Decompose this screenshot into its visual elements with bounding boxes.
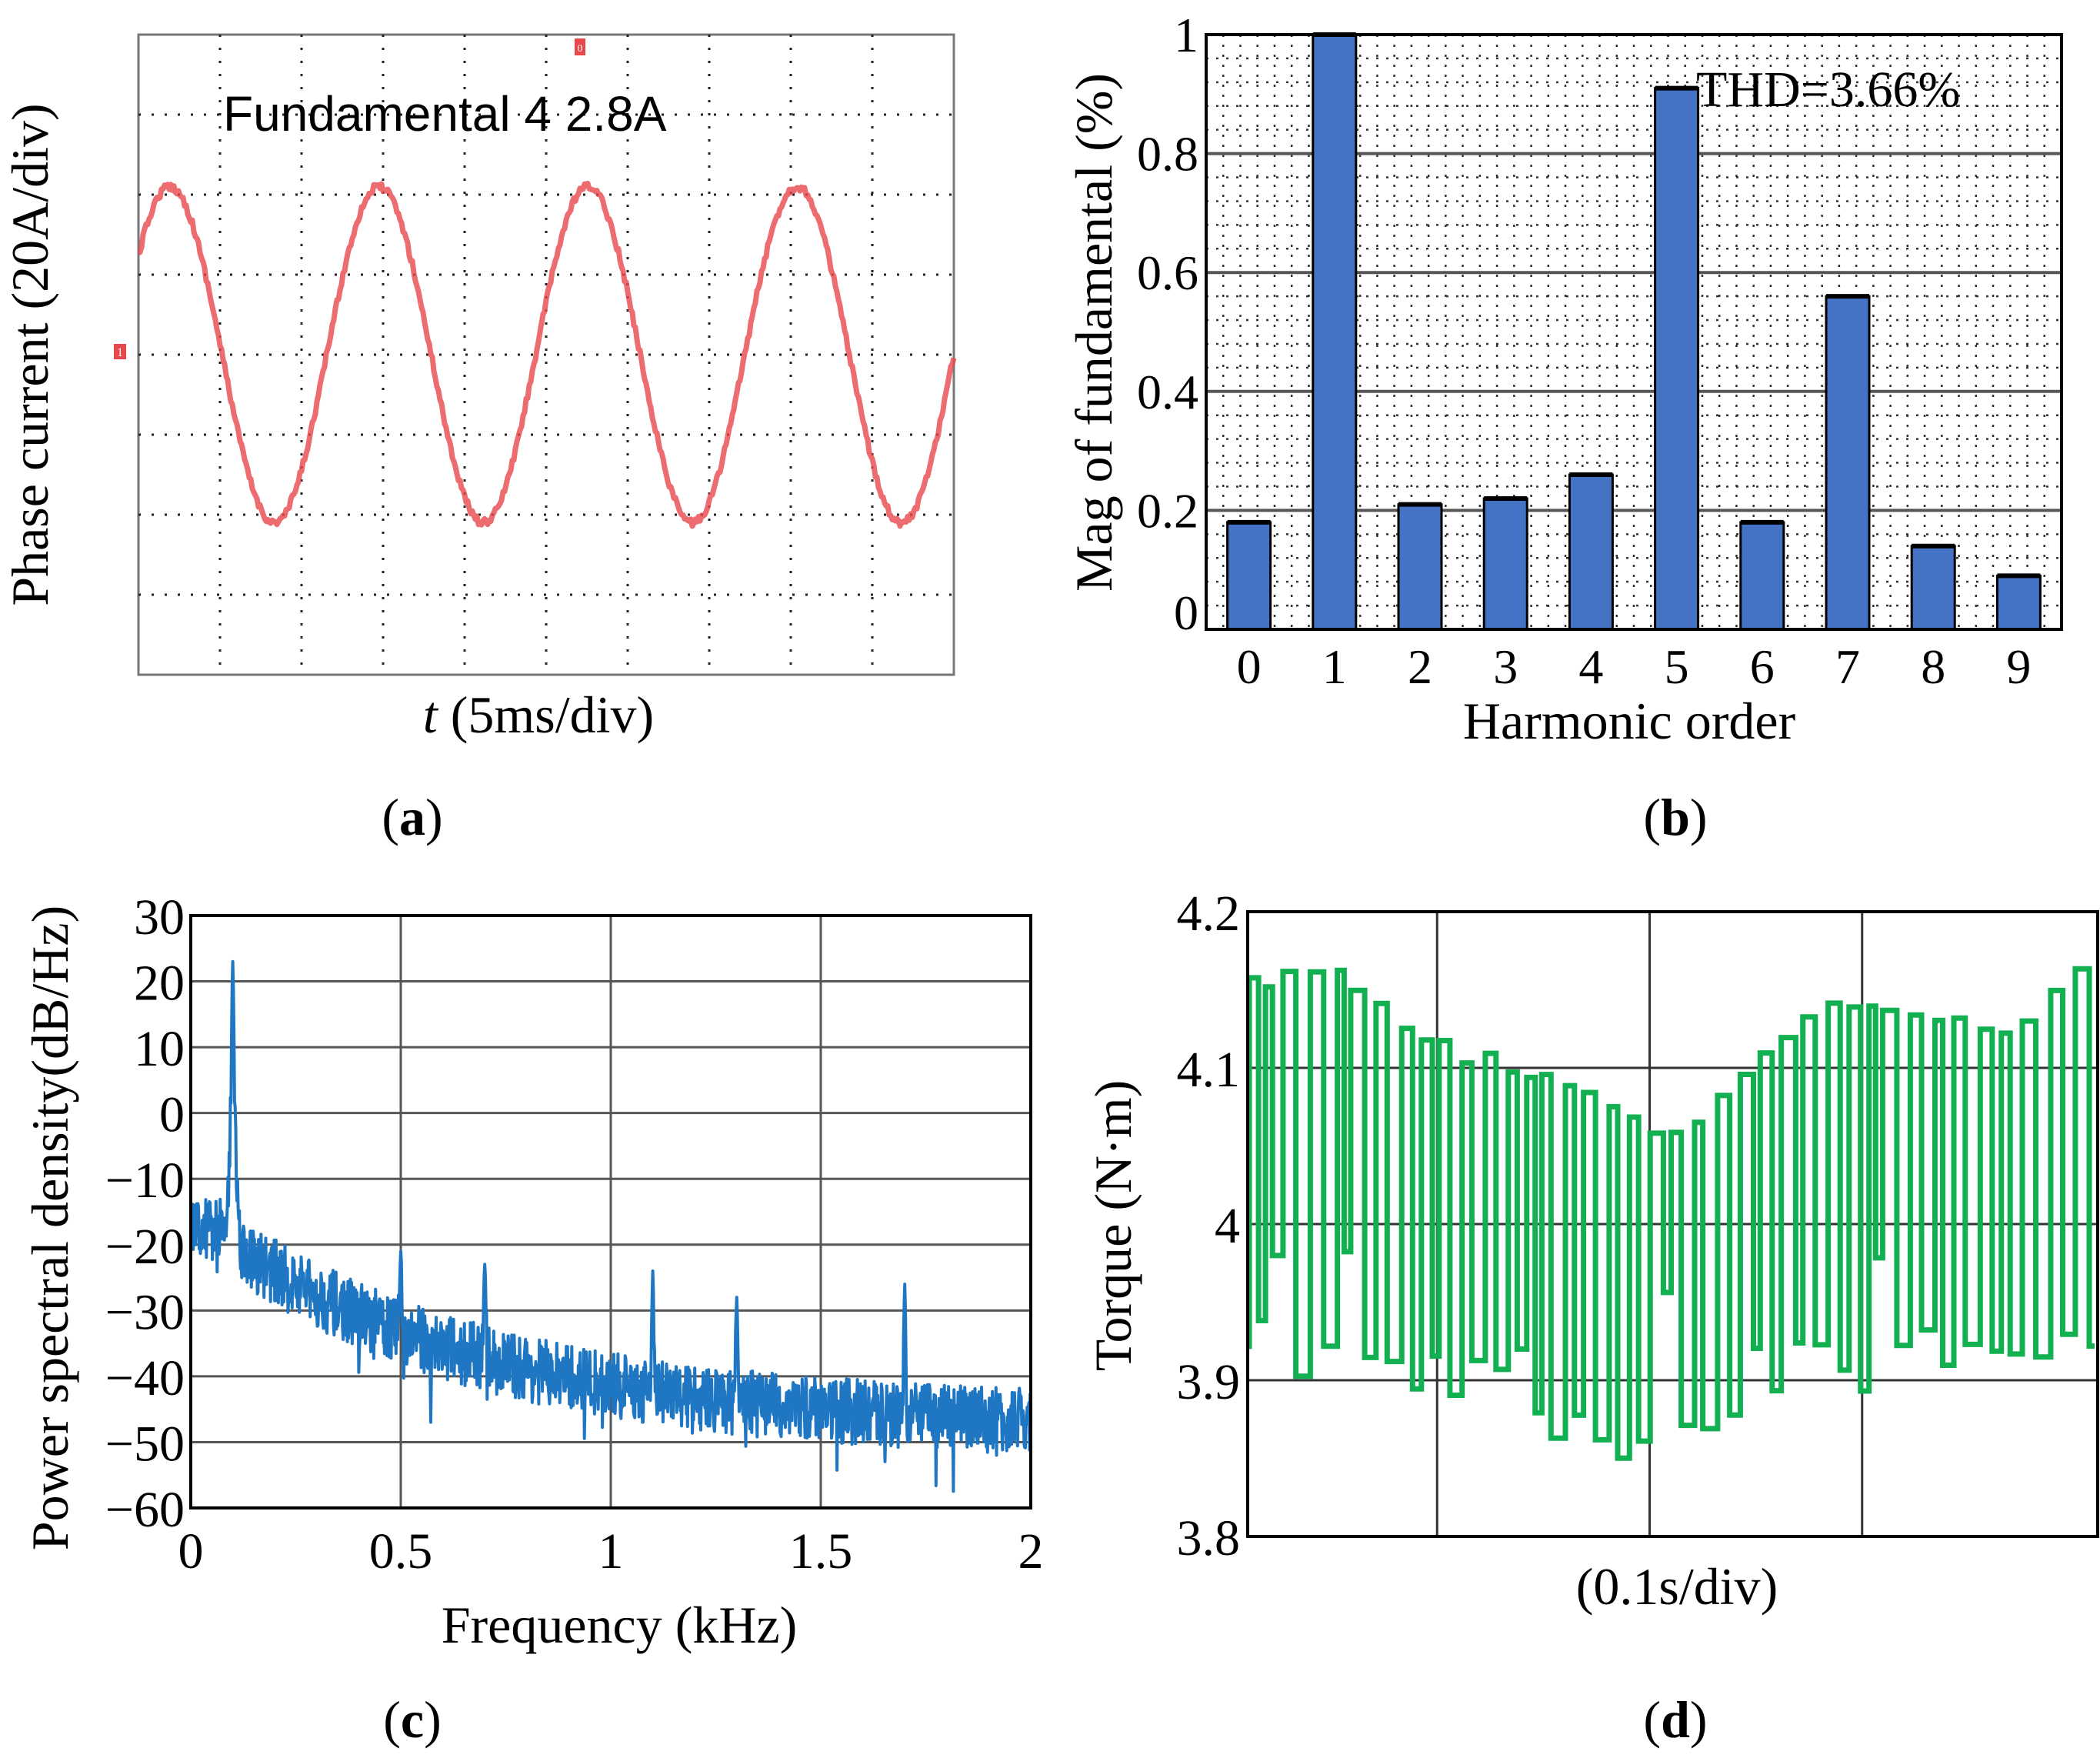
bar-y-tick-label: 0	[1174, 585, 1198, 640]
bar-y-tick-label: 0.4	[1137, 365, 1198, 419]
psd-y-tick-label: 30	[134, 889, 185, 946]
psd-line	[189, 959, 1032, 1493]
psd-plot-frame	[189, 914, 1032, 1509]
thd-annotation: THD=3.66%	[1696, 62, 1960, 118]
y-axis-label-b: Mag of fundamental (%)	[1065, 73, 1123, 592]
torque-y-tick-label: 4.1	[1177, 1042, 1241, 1098]
bar-y-tick-label: 1	[1174, 8, 1198, 62]
torque-line	[1246, 966, 2095, 1461]
torque-y-ticks: 4.2 4.1 4 3.9 3.8	[1177, 886, 1241, 1566]
bar-4	[1568, 473, 1614, 631]
psd-x-tick-label: 1.5	[789, 1523, 853, 1580]
psd-y-tick-label: −20	[105, 1219, 185, 1275]
bar-x-tick-label: 9	[2006, 639, 2031, 694]
bar-6	[1739, 521, 1785, 631]
trigger-marker-top	[575, 38, 585, 55]
psd-y-tick-label: −60	[105, 1482, 185, 1538]
panel-c-psd: 30 20 10 0 −10 −20 −30 −40 −50 −60 0 0.5 1 1.5 2 Powe…	[21, 889, 1044, 1749]
torque-y-tick-label: 4	[1215, 1198, 1240, 1254]
bar-9	[1995, 574, 2042, 631]
x-axis-label-a-unit: (5ms/div)	[438, 686, 654, 744]
caption-c: (c)	[383, 1690, 442, 1749]
bar-7	[1825, 295, 1871, 631]
caption-c-letter: c	[401, 1690, 424, 1749]
caption-d-letter: d	[1661, 1690, 1690, 1749]
x-axis-label-c: Frequency (kHz)	[442, 1596, 798, 1654]
caption-b-letter: b	[1661, 788, 1690, 846]
bar-5	[1654, 87, 1700, 631]
psd-x-ticks: 0 0.5 1 1.5 2	[178, 1523, 1044, 1580]
panel-a-scope: 1 0 Fundamental 4 2.8A Phase current (20…	[1, 33, 957, 846]
bar-series	[1226, 32, 2042, 631]
bar-x-tick-label: 6	[1750, 639, 1775, 694]
bar-0	[1226, 521, 1272, 631]
torque-y-tick-label: 4.2	[1177, 886, 1241, 942]
psd-x-tick-label: 0.5	[369, 1523, 433, 1580]
channel-marker-left	[114, 344, 126, 359]
trigger-marker-top-label: 0	[578, 43, 583, 55]
caption-b: (b)	[1643, 788, 1707, 846]
bar-1	[1312, 33, 1358, 631]
psd-x-tick-label: 0	[178, 1523, 204, 1580]
bar-x-tick-label: 7	[1835, 639, 1860, 694]
fundamental-annotation: Fundamental 4 2.8A	[223, 86, 667, 142]
scope-grid	[138, 35, 954, 675]
bar-x-tick-label: 3	[1493, 639, 1518, 694]
caption-a-letter: a	[399, 788, 425, 846]
phase-current-trace	[137, 180, 957, 529]
psd-y-ticks: 30 20 10 0 −10 −20 −30 −40 −50 −60	[105, 889, 185, 1538]
bar-x-tick-label: 2	[1408, 639, 1432, 694]
y-axis-label-d: Torque (N·m)	[1084, 1080, 1142, 1372]
psd-y-tick-label: −30	[105, 1284, 185, 1340]
bar-x-tick-label: 8	[1921, 639, 1945, 694]
y-axis-label-c: Power spectral density(dB/Hz)	[21, 906, 79, 1550]
caption-a: (a)	[382, 788, 442, 846]
x-axis-label-d: (0.1s/div)	[1576, 1557, 1778, 1616]
bar-x-ticks: 0 1 2 3 4 5 6 7 8 9	[1237, 639, 2032, 694]
x-axis-label-a: t (5ms/div)	[423, 686, 654, 744]
bar-x-tick-label: 5	[1665, 639, 1689, 694]
psd-y-tick-label: 20	[134, 956, 185, 1012]
bar-y-tick-label: 0.8	[1137, 127, 1198, 182]
caption-d: (d)	[1643, 1690, 1707, 1749]
psd-x-tick-label: 2	[1018, 1523, 1044, 1580]
x-axis-label-a-var: t	[423, 686, 439, 744]
bar-x-tick-label: 0	[1237, 639, 1262, 694]
bar-2	[1397, 503, 1443, 631]
psd-y-tick-label: −50	[105, 1416, 185, 1472]
bar-3	[1482, 497, 1528, 631]
bar-x-tick-label: 4	[1578, 639, 1603, 694]
torque-y-tick-label: 3.9	[1177, 1354, 1241, 1410]
bar-x-tick-label: 1	[1322, 639, 1347, 694]
panel-d-torque: 4.2 4.1 4 3.9 3.8 Torque (N·m) (0.1s/div) (d…	[1084, 886, 2099, 1749]
psd-y-tick-label: −40	[105, 1350, 185, 1406]
channel-marker-left-label: 1	[117, 346, 123, 359]
psd-y-tick-label: −10	[105, 1153, 185, 1209]
psd-y-tick-label: 0	[159, 1087, 185, 1143]
x-axis-label-b: Harmonic order	[1463, 692, 1796, 750]
bar-y-ticks: 0 0.2 0.4 0.6 0.8 1	[1137, 8, 1198, 640]
panel-b-harmonics: 0 0.2 0.4 0.6 0.8 1 0 1 2 3 4 5 6 7 8 9 THD=3.66% Mag …	[1065, 8, 2063, 846]
bar-8	[1910, 545, 1956, 631]
psd-y-tick-label: 10	[134, 1021, 185, 1077]
torque-y-tick-label: 3.8	[1177, 1510, 1241, 1566]
y-axis-label-a: Phase current (20A/div)	[1, 103, 59, 605]
bar-y-tick-label: 0.6	[1137, 245, 1198, 300]
torque-plot-frame	[1246, 910, 2099, 1538]
bar-plot-frame	[1205, 33, 2063, 631]
bar-y-tick-label: 0.2	[1137, 483, 1198, 538]
psd-x-tick-label: 1	[598, 1523, 624, 1580]
